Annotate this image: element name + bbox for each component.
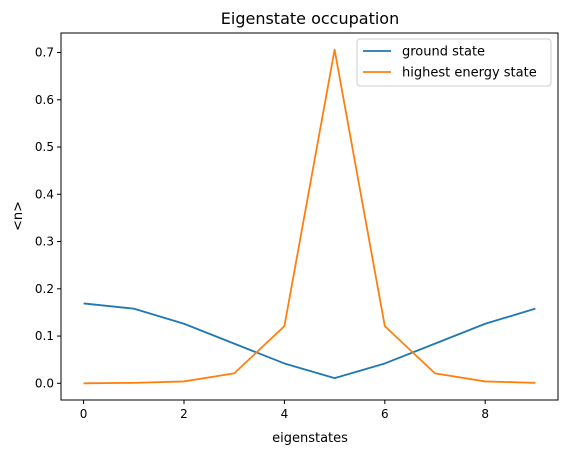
y-tick-label: 0.6 [35,93,54,107]
series-line-0 [83,302,536,380]
legend-box [356,38,552,87]
y-tick-label: 0.1 [35,329,54,343]
x-tick-label: 0 [80,407,88,421]
legend-label-0: ground state [402,45,485,60]
y-tick-label: 0.7 [35,46,54,60]
x-tick-label: 4 [281,407,289,421]
legend-label-1: highest energy state [402,66,537,81]
y-tick-label: 0.2 [35,282,54,296]
y-tick-label: 0.4 [35,187,54,201]
y-tick-label: 0.5 [35,140,54,154]
plot-area [83,48,536,385]
axes-frame [60,32,559,401]
y-tick-label: 0.0 [35,376,54,390]
x-tick-label: 6 [381,407,389,421]
x-axis-label: eigenstates [272,431,348,446]
x-axis: 0 2 4 6 8 [80,400,489,421]
y-axis: 0.0 0.1 0.2 0.3 0.4 0.5 0.6 0.7 [35,46,61,390]
y-tick-label: 0.3 [35,235,54,249]
x-tick-label: 2 [180,407,188,421]
y-axis-label: <n> [11,201,26,231]
chart-title: Eigenstate occupation [221,9,399,28]
legend: ground state highest energy state [356,38,552,87]
series-line-1 [83,48,536,385]
x-tick-label: 8 [481,407,489,421]
